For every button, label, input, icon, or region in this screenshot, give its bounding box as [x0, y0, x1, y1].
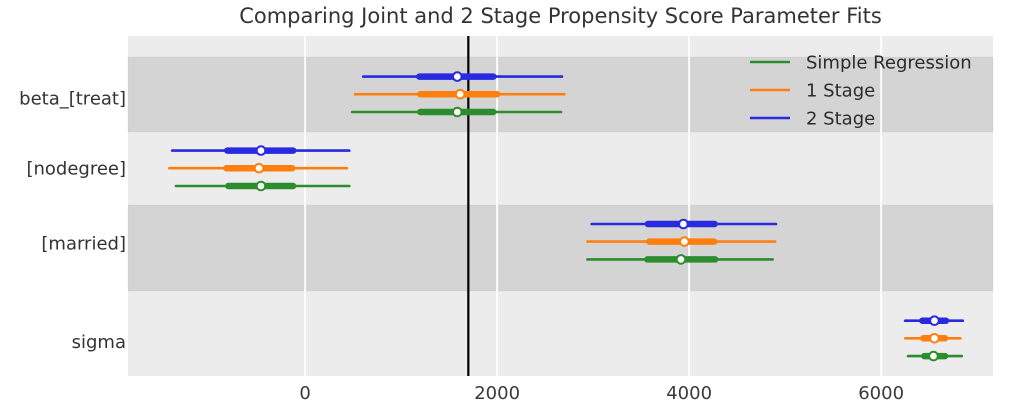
point-marker — [253, 162, 265, 174]
point-marker — [451, 106, 463, 118]
point-marker — [928, 350, 939, 362]
legend-label-simple-regression: Simple Regression — [806, 53, 972, 74]
point-marker — [255, 180, 267, 192]
x-tick-label: 4000 — [666, 383, 712, 404]
x-tick-label: 0 — [299, 383, 310, 404]
x-tick-label: 6000 — [858, 383, 904, 404]
point-marker — [679, 236, 690, 247]
point-marker — [929, 315, 940, 327]
point-marker — [929, 333, 940, 344]
y-axis-label: beta_[treat] — [19, 89, 126, 110]
x-tick-label: 2000 — [474, 383, 520, 404]
row-band-dark — [127, 204, 994, 292]
legend-label-2-stage: 2 Stage — [806, 109, 875, 130]
point-marker — [454, 88, 466, 100]
legend-label-1-stage: 1 Stage — [806, 81, 875, 102]
y-axis-label: [nodegree] — [26, 159, 126, 180]
point-marker — [675, 254, 687, 265]
point-marker — [678, 218, 689, 230]
point-marker — [451, 71, 463, 82]
y-axis-label: [married] — [41, 234, 126, 255]
chart-title: Comparing Joint and 2 Stage Propensity S… — [239, 4, 882, 28]
y-axis-label: sigma — [72, 332, 126, 353]
point-marker — [255, 145, 267, 156]
